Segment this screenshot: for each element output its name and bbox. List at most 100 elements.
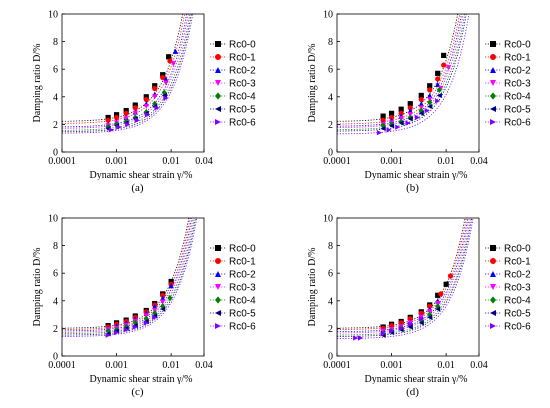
data-point-rc0-0	[435, 292, 441, 298]
x-axis-label: Dynamic shear strain γ/%	[90, 170, 193, 180]
y-tick-label: 6	[328, 269, 333, 280]
legend-label-rc0-2: Rc0-2	[504, 66, 531, 77]
data-point-rc0-1	[427, 303, 433, 309]
data-point-rc0-6	[108, 127, 114, 133]
fit-curve-rc0-0	[337, 14, 459, 122]
fit-curve-rc0-1	[337, 14, 461, 125]
data-point-rc0-6	[143, 320, 149, 326]
legend-marker-rc0-6	[490, 119, 496, 125]
legend-label-rc0-0: Rc0-0	[229, 244, 256, 255]
y-tick-label: 4	[53, 92, 58, 103]
y-tick-label: 6	[328, 65, 333, 76]
data-point-rc0-6	[418, 316, 424, 322]
legend-marker-rc0-0	[215, 41, 221, 47]
x-tick-label: 0.04	[195, 156, 213, 167]
plot-frame	[336, 217, 480, 357]
y-tick-label: 2	[53, 324, 58, 335]
data-point-rc0-6	[163, 95, 169, 101]
data-point-rc0-6	[405, 120, 411, 126]
y-tick-label: 2	[53, 120, 58, 131]
y-tick-label: 6	[53, 65, 58, 76]
y-tick-label: 8	[328, 37, 333, 48]
legend-label-rc0-4: Rc0-4	[504, 296, 531, 307]
legend-marker-rc0-1	[490, 258, 496, 264]
x-tick-label: 0.04	[195, 360, 213, 371]
data-point-rc0-4	[407, 322, 413, 329]
data-point-rc0-2	[418, 101, 424, 107]
fit-curve-rc0-4	[337, 218, 471, 336]
legend-label-rc0-4: Rc0-4	[229, 92, 256, 103]
data-point-rc0-0	[123, 108, 129, 114]
legend-marker-rc0-6	[215, 323, 221, 329]
data-point-rc0-5	[398, 120, 404, 126]
legend-marker-rc0-5	[490, 310, 496, 316]
data-point-rc0-6	[144, 112, 151, 118]
fit-curve-rc0-4	[337, 14, 466, 131]
y-tick-label: 10	[48, 10, 58, 21]
legend-marker-rc0-5	[490, 106, 496, 112]
chart-d-caption: (d)	[406, 386, 419, 398]
data-point-rc0-5	[407, 116, 413, 122]
legend-label-rc0-2: Rc0-2	[229, 66, 256, 77]
data-point-rc0-6	[386, 127, 392, 133]
legend-marker-rc0-2	[215, 67, 221, 73]
data-point-rc0-5	[427, 103, 433, 110]
data-point-rc0-6	[388, 328, 395, 334]
y-tick-label: 0	[53, 148, 58, 159]
data-point-rc0-6	[407, 321, 413, 327]
y-tick-label: 8	[328, 241, 333, 252]
data-point-rc0-0	[143, 94, 149, 100]
legend-label-rc0-2: Rc0-2	[229, 270, 256, 281]
data-point-rc0-0	[427, 83, 433, 89]
data-point-rc0-1	[398, 320, 404, 326]
data-point-rc0-2	[435, 81, 441, 87]
data-point-rc0-6	[105, 332, 111, 338]
data-point-rc0-4	[132, 319, 138, 326]
fit-curve-rc0-2	[337, 218, 469, 333]
legend-marker-rc0-4	[490, 296, 496, 304]
legend-marker-rc0-1	[215, 258, 221, 264]
legend-label-rc0-2: Rc0-2	[504, 270, 531, 281]
legend-marker-rc0-0	[490, 41, 496, 47]
legend-label-rc0-1: Rc0-1	[229, 53, 256, 64]
data-point-rc0-0	[168, 278, 174, 285]
data-point-rc0-6	[357, 335, 364, 341]
legend-label-rc0-5: Rc0-5	[229, 105, 256, 116]
data-point-rc0-0	[166, 54, 172, 60]
data-point-rc0-1	[427, 87, 433, 93]
legend-label-rc0-1: Rc0-1	[229, 257, 256, 268]
legend-marker-rc0-6	[490, 323, 496, 329]
plot-frame	[61, 217, 205, 357]
data-point-rc0-1	[418, 310, 424, 316]
x-tick-label: 0.04	[470, 360, 488, 371]
legend-marker-rc0-5	[215, 310, 221, 316]
y-axis-label: Damping ratio D/%	[307, 44, 318, 123]
y-axis-label: Damping ratio D/%	[32, 248, 43, 327]
data-point-rc0-5	[380, 125, 386, 132]
fit-curve-rc0-3	[62, 218, 194, 333]
legend-marker-rc0-6	[215, 119, 221, 125]
chart-a-caption: (a)	[131, 182, 144, 194]
legend-label-rc0-1: Rc0-1	[504, 257, 531, 268]
x-tick-label: 0.0001	[323, 360, 351, 371]
data-point-rc0-6	[116, 124, 122, 130]
legend-label-rc0-3: Rc0-3	[504, 283, 531, 294]
data-point-rc0-0	[152, 83, 158, 89]
data-point-rc0-5	[388, 123, 395, 129]
data-point-rc0-3	[170, 61, 177, 67]
y-axis-label: Damping ratio D/%	[32, 44, 43, 123]
legend-label-rc0-1: Rc0-1	[504, 53, 531, 64]
data-point-rc0-0	[380, 113, 386, 119]
fit-curve-rc0-4	[62, 218, 195, 335]
legend-marker-rc0-5	[215, 106, 221, 112]
data-point-rc0-1	[388, 114, 395, 121]
fit-curve-rc0-1	[62, 14, 186, 124]
plot-frame	[336, 13, 480, 153]
data-point-rc0-6	[154, 105, 160, 111]
data-point-rc0-0	[443, 281, 449, 287]
legend-marker-rc0-4	[215, 296, 221, 304]
fit-curve-rc0-0	[62, 218, 190, 329]
chart-panel-d: 0 2 4 6 8 10 0.0001 0.001 0.01 0.04 Dynamic shear …	[275, 204, 550, 408]
x-tick-label: 0.01	[162, 360, 180, 371]
